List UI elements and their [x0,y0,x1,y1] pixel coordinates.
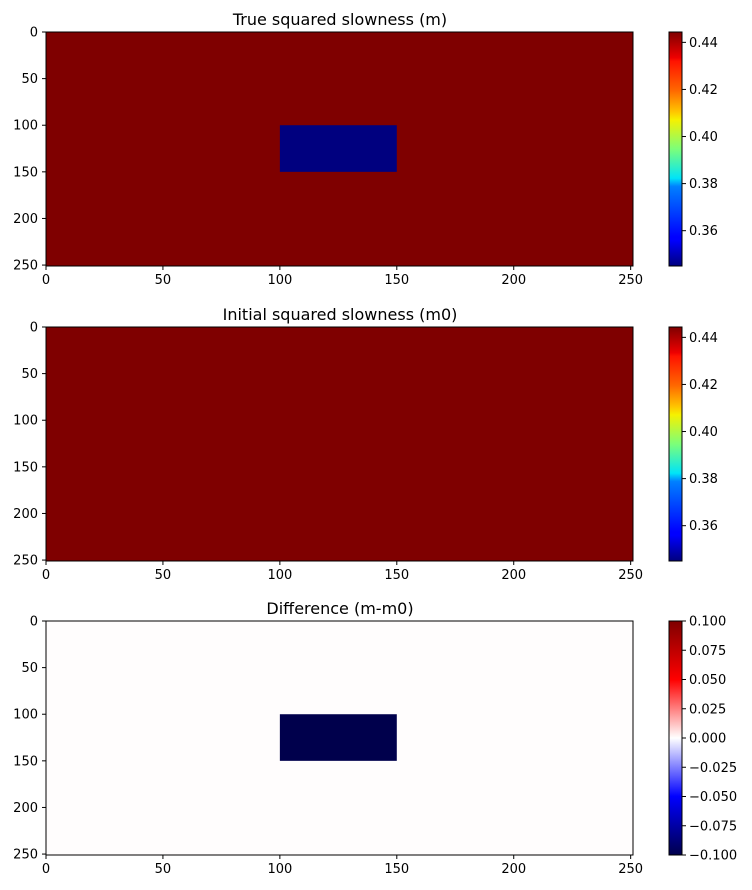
panel-2-colorbar-ticks: 0.36 0.38 0.40 0.42 0.44 [682,331,718,534]
x-tick-label: 200 [501,568,526,583]
panel-2-y-axis: 0 50 100 150 200 250 [13,321,46,569]
y-tick-label: 150 [13,165,38,180]
heatmap-background [46,327,633,561]
x-tick-label: 100 [267,273,292,288]
colorbar-tick-label: 0.38 [689,472,718,487]
y-tick-label: 200 [13,801,38,816]
panel-1-image [46,32,633,266]
y-tick-label: 0 [30,321,38,336]
panel-1-title: True squared slowness (m) [232,10,447,29]
y-tick-label: 50 [21,367,38,382]
x-tick-label: 100 [267,568,292,583]
y-tick-label: 250 [13,848,38,863]
colorbar-tick-label: 0.42 [689,83,718,98]
y-tick-label: 50 [21,661,38,676]
y-tick-label: 100 [13,414,38,429]
x-tick-label: 0 [42,862,50,877]
x-tick-label: 150 [384,568,409,583]
x-tick-label: 200 [501,273,526,288]
colorbar-tick-label: −0.100 [689,849,737,864]
colorbar-tick-label: 0.36 [689,224,718,239]
panel-1-x-axis: 0 50 100 150 200 250 [42,266,643,288]
y-tick-label: 200 [13,507,38,522]
y-tick-label: 150 [13,754,38,769]
panel-difference: Difference (m-m0) 0 50 100 150 200 250 0 50 100… [13,599,737,877]
x-tick-label: 50 [155,862,172,877]
panel-true-squared-slowness: True squared slowness (m) 0 50 100 150 200 25… [13,10,718,288]
colorbar-tick-label: 0.44 [689,36,718,51]
panel-2-image [46,327,633,561]
panel-initial-squared-slowness: Initial squared slowness (m0) 0 50 100 150 2… [13,305,718,583]
colorbar-tick-label: 0.100 [689,615,726,630]
panel-1-frame [45,31,634,267]
x-tick-label: 250 [618,862,643,877]
panel-2-colorbar [668,326,683,562]
panel-3-title: Difference (m-m0) [266,599,413,618]
colorbar-tick-label: −0.050 [689,790,737,805]
panel-2-title: Initial squared slowness (m0) [223,305,458,324]
colorbar-tick-label: 0.36 [689,519,718,534]
x-tick-label: 0 [42,273,50,288]
panel-2-frame [45,326,634,562]
colorbar-tick-label: 0.44 [689,331,718,346]
panel-1-y-axis: 0 50 100 150 200 250 [13,26,46,274]
y-tick-label: 200 [13,212,38,227]
y-tick-label: 150 [13,460,38,475]
colorbar-tick-label: −0.075 [689,819,737,834]
colorbar-tick-label: 0.000 [689,732,726,747]
colorbar-tick-label: −0.025 [689,761,737,776]
x-tick-label: 100 [267,862,292,877]
panel-3-colorbar [668,620,683,856]
y-tick-label: 50 [21,72,38,87]
x-tick-label: 150 [384,273,409,288]
panel-3-colorbar-ticks: 0.100 0.075 0.050 0.025 0.000 −0.025 −0.050 −0.… [682,615,737,864]
y-tick-label: 250 [13,554,38,569]
y-tick-label: 100 [13,119,38,134]
colorbar-tick-label: 0.42 [689,378,718,393]
panel-2-x-axis: 0 50 100 150 200 250 [42,561,643,583]
colorbar-tick-label: 0.075 [689,644,726,659]
colorbar-tick-label: 0.38 [689,177,718,192]
colorbar-tick-label: 0.40 [689,130,718,145]
x-tick-label: 0 [42,568,50,583]
x-tick-label: 50 [155,568,172,583]
colorbar-tick-label: 0.40 [689,425,718,440]
y-tick-label: 100 [13,708,38,723]
x-tick-label: 200 [501,862,526,877]
heatmap-anomaly [279,125,397,172]
colorbar-tick-label: 0.050 [689,673,726,688]
x-tick-label: 50 [155,273,172,288]
panel-3-image [46,621,633,855]
heatmap-anomaly [279,714,397,761]
y-tick-label: 0 [30,615,38,630]
y-tick-label: 250 [13,259,38,274]
x-tick-label: 250 [618,273,643,288]
colorbar-tick-label: 0.025 [689,702,726,717]
y-tick-label: 0 [30,26,38,41]
panel-3-x-axis: 0 50 100 150 200 250 [42,855,643,877]
panel-1-colorbar-ticks: 0.36 0.38 0.40 0.42 0.44 [682,36,718,239]
x-tick-label: 150 [384,862,409,877]
panel-3-frame [45,620,634,856]
panel-3-y-axis: 0 50 100 150 200 250 [13,615,46,863]
panel-1-colorbar [668,31,683,267]
x-tick-label: 250 [618,568,643,583]
